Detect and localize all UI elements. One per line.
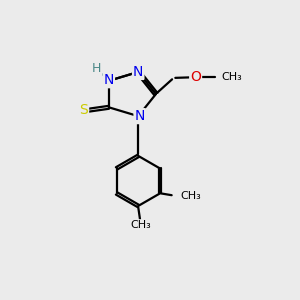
Text: CH₃: CH₃ xyxy=(221,72,242,82)
Text: O: O xyxy=(190,70,201,84)
Text: H: H xyxy=(92,62,101,75)
Text: CH₃: CH₃ xyxy=(130,220,151,230)
Text: N: N xyxy=(134,109,145,123)
Text: S: S xyxy=(80,103,88,117)
Text: CH₃: CH₃ xyxy=(181,191,201,201)
Text: N: N xyxy=(103,73,114,87)
Text: N: N xyxy=(133,65,143,79)
